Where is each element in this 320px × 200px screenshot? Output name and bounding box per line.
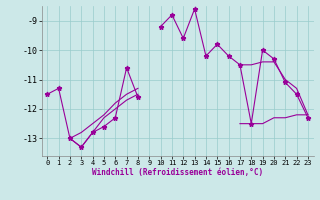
X-axis label: Windchill (Refroidissement éolien,°C): Windchill (Refroidissement éolien,°C) xyxy=(92,168,263,177)
